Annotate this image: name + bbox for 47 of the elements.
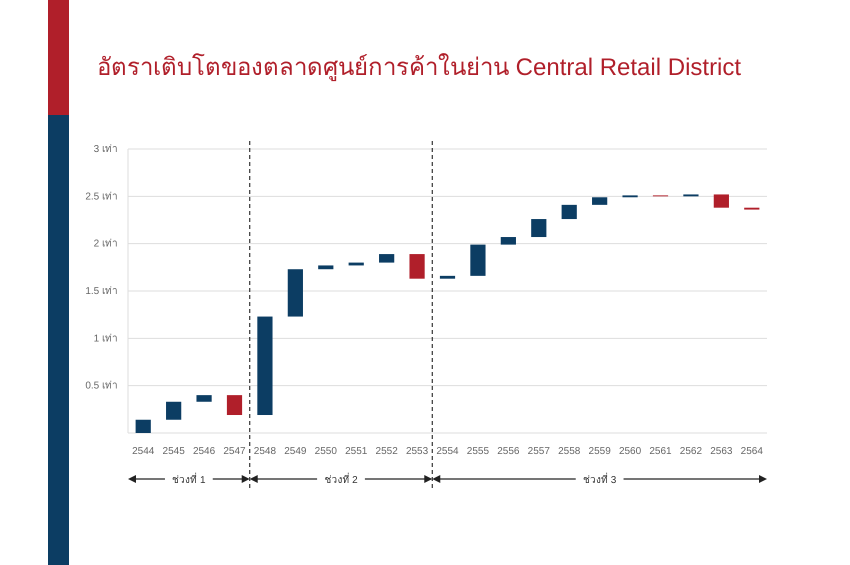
y-tick-label: 1 เท่า: [94, 333, 118, 344]
x-tick-label: 2562: [680, 446, 702, 457]
bar: [592, 197, 608, 205]
bar: [470, 244, 486, 276]
x-tick-label: 2560: [618, 446, 642, 457]
y-tick-label: 1.5 เท่า: [85, 286, 118, 297]
x-tick-label: 2556: [497, 446, 520, 457]
x-tick-label: 2559: [588, 446, 612, 457]
bar: [531, 219, 546, 238]
bar: [196, 395, 212, 402]
x-tick-label: 2555: [466, 446, 490, 457]
x-tick-label: 2557: [528, 446, 550, 457]
text: ช่วงที่ 3: [582, 472, 617, 486]
bar: [562, 204, 577, 220]
bar: [714, 194, 729, 208]
x-tick-label: 2552: [376, 446, 398, 457]
x-tick-label: 2548: [254, 446, 276, 457]
bar: [226, 395, 242, 416]
chart-title: อัตราเติบโตของตลาดศูนย์การค้าในย่าน Central Retail District: [97, 53, 742, 82]
x-tick-label: 2551: [345, 446, 368, 457]
bar: [136, 420, 151, 433]
x-tick-label: 2546: [192, 446, 216, 457]
x-tick-label: 2564: [740, 446, 764, 457]
bar: [500, 237, 516, 245]
x-tick-label: 2544: [132, 446, 155, 457]
x-tick-label: 2561: [649, 446, 672, 457]
x-tick-label: 2563: [710, 446, 733, 457]
text: ช่วงที่ 1: [172, 472, 206, 486]
bar: [257, 316, 273, 416]
y-tick-label: 0.5 เท่า: [85, 380, 118, 392]
text: ช่วงที่ 2: [324, 472, 358, 486]
bar: [348, 262, 364, 266]
x-tick-label: 2550: [314, 446, 338, 457]
y-tick-label: 2 เท่า: [94, 238, 118, 250]
x-tick-label: 2554: [436, 446, 460, 457]
x-tick-label: 2547: [223, 446, 246, 457]
bar: [409, 254, 425, 279]
bar: [318, 265, 334, 270]
bar: [379, 254, 394, 263]
x-tick-label: 2558: [558, 446, 581, 457]
bar: [288, 269, 303, 317]
y-tick-label: 3 เท่า: [94, 144, 118, 155]
y-tick-label: 2.5 เท่า: [85, 191, 118, 202]
x-tick-label: 2553: [406, 446, 429, 457]
x-tick-label: 2549: [284, 446, 307, 457]
bar: [166, 402, 182, 420]
x-tick-label: 2545: [162, 446, 186, 457]
